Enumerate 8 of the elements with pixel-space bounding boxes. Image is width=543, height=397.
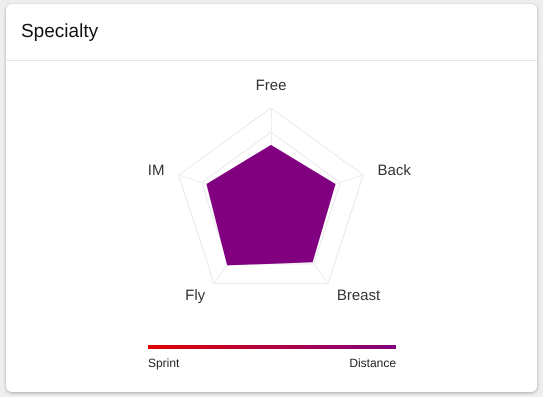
- spoke-label: Breast: [336, 287, 382, 304]
- spoke-label: Fly: [185, 287, 206, 304]
- chart-title: Specialty: [6, 4, 537, 61]
- spoke-label: IM: [148, 162, 164, 179]
- spoke-label: Free: [256, 77, 286, 94]
- text: Distance: [349, 356, 396, 370]
- text: Sprint: [148, 356, 180, 370]
- spoke-label: Back: [378, 162, 412, 179]
